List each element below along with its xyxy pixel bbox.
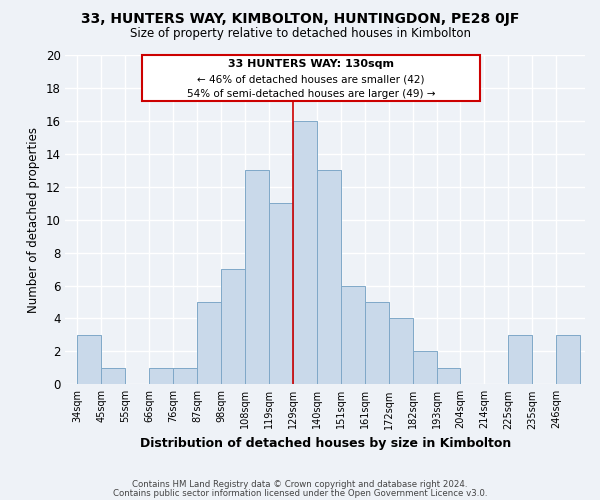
Text: 33, HUNTERS WAY, KIMBOLTON, HUNTINGDON, PE28 0JF: 33, HUNTERS WAY, KIMBOLTON, HUNTINGDON, … [81, 12, 519, 26]
Bar [221, 269, 245, 384]
Bar [556, 335, 580, 384]
Bar [389, 318, 413, 384]
Bar [142, 55, 479, 101]
Text: 54% of semi-detached houses are larger (49) →: 54% of semi-detached houses are larger (… [187, 89, 435, 99]
Bar [508, 335, 532, 384]
Bar [245, 170, 269, 384]
Bar [77, 335, 101, 384]
Bar [173, 368, 197, 384]
Bar [365, 302, 389, 384]
X-axis label: Distribution of detached houses by size in Kimbolton: Distribution of detached houses by size … [140, 437, 511, 450]
Bar [437, 368, 460, 384]
Bar [317, 170, 341, 384]
Bar [269, 203, 293, 384]
Bar [197, 302, 221, 384]
Text: Size of property relative to detached houses in Kimbolton: Size of property relative to detached ho… [130, 28, 470, 40]
Bar [101, 368, 125, 384]
Text: 33 HUNTERS WAY: 130sqm: 33 HUNTERS WAY: 130sqm [228, 59, 394, 69]
Bar [413, 352, 437, 384]
Text: Contains HM Land Registry data © Crown copyright and database right 2024.: Contains HM Land Registry data © Crown c… [132, 480, 468, 489]
Bar [149, 368, 173, 384]
Bar [341, 286, 365, 384]
Text: Contains public sector information licensed under the Open Government Licence v3: Contains public sector information licen… [113, 488, 487, 498]
Bar [293, 121, 317, 384]
Text: ← 46% of detached houses are smaller (42): ← 46% of detached houses are smaller (42… [197, 75, 425, 85]
Y-axis label: Number of detached properties: Number of detached properties [27, 126, 40, 312]
